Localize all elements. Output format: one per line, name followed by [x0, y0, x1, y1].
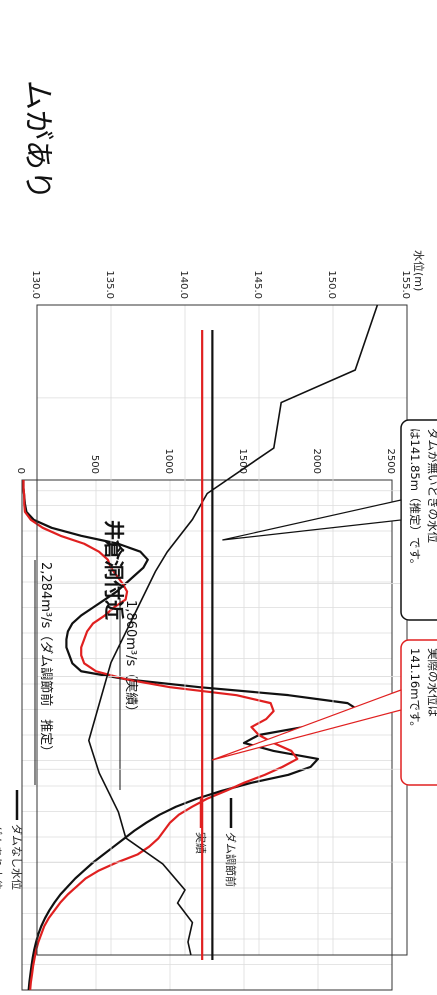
legend-label-before-dam: ダム調節前	[224, 832, 238, 887]
y-tick-label: 145.0	[252, 270, 263, 299]
y-tick-label: 500	[89, 455, 100, 474]
y-tick-label: 2000	[311, 449, 322, 474]
y-tick-label: 155.0	[400, 270, 411, 299]
callout-no-dam-text: は141.85m（推定）です。	[408, 428, 422, 570]
river-cross-section	[87, 304, 379, 956]
y-tick-label: 2500	[385, 449, 396, 474]
chart-title: 井倉洞付近	[102, 520, 126, 620]
callout-no-dam-text: ダムが無いときの水位	[426, 428, 437, 543]
plot-frame	[21, 479, 393, 991]
y-tick-label: 140.0	[178, 270, 189, 299]
callout-no-dam-pointer	[222, 499, 402, 541]
y-tick-label: 130.0	[30, 270, 41, 299]
legend-label-with-dam: ダムあり水位	[0, 824, 4, 890]
water-level-chart: 130.0 135.0 140.0 145.0 150.0 155.0 水位(m) 井倉洞付近…	[0, 250, 437, 960]
header-text: ムがあり	[20, 80, 55, 200]
y-tick-label: 1000	[163, 449, 174, 474]
callout-actual-box	[400, 639, 437, 786]
plot-frame	[36, 304, 408, 956]
legend-label-no-dam: ダムなし水位	[10, 824, 24, 890]
y-tick-label: 135.0	[104, 270, 115, 299]
y-tick-label: 150.0	[326, 270, 337, 299]
callout-actual-pointer	[211, 689, 402, 761]
y-tick-label: 0	[15, 468, 26, 474]
callout-actual-text: 実際の水位は	[426, 648, 437, 717]
y-axis-label: 水位(m)	[412, 250, 426, 291]
y-tick-label: 1500	[237, 449, 248, 474]
legend-label-actual: 実績	[194, 832, 208, 854]
callout-actual-text: 141.16mです。	[408, 648, 422, 733]
annotation-estimated: 2,284m³/s（ダム調節前 推定）	[38, 562, 54, 758]
